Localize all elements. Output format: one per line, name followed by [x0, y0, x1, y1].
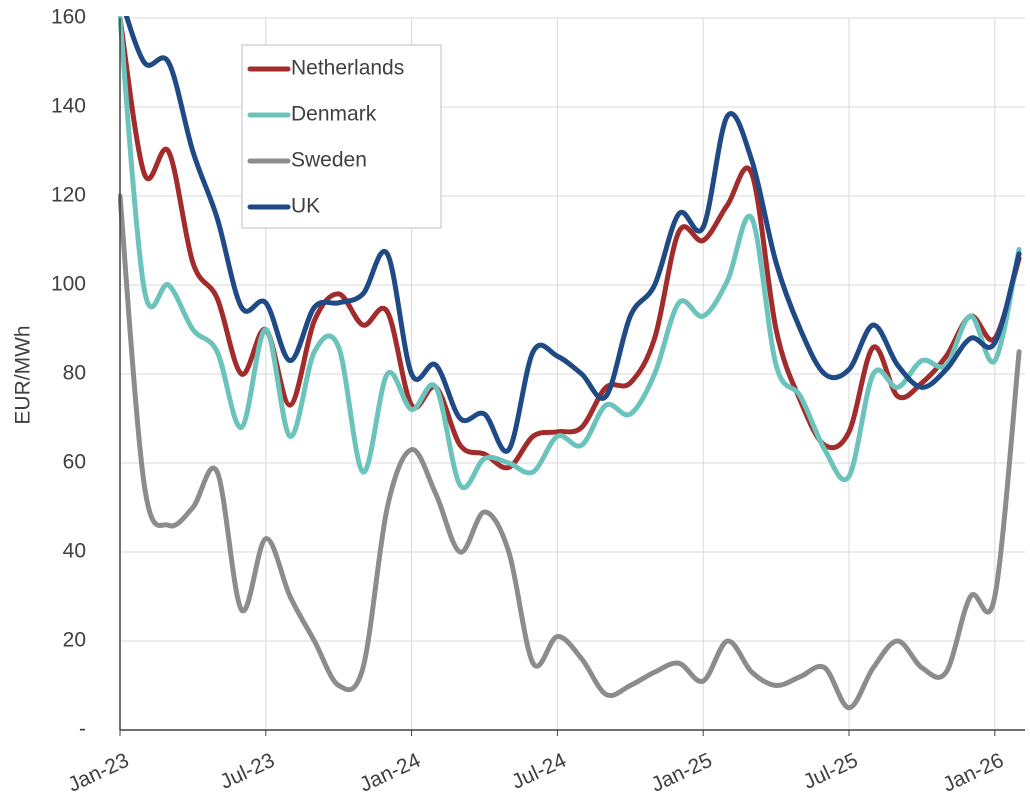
y-tick-label: -	[79, 718, 86, 741]
y-tick-label: 100	[51, 273, 86, 296]
y-tick-label: 80	[63, 362, 86, 385]
legend-label: Sweden	[291, 149, 367, 172]
lines	[118, 16, 1022, 711]
x-tick-label: Jan-23	[65, 749, 133, 797]
series-line	[118, 193, 1022, 711]
legend-label: UK	[291, 195, 320, 218]
series-line	[118, 16, 1022, 491]
x-tick-label: Jan-24	[356, 749, 424, 797]
x-tick-label: Jul-23	[217, 749, 279, 794]
y-tick-label: 120	[51, 184, 86, 207]
y-tick-label: 40	[63, 540, 86, 563]
y-tick-label: 60	[63, 451, 86, 474]
x-tick-label: Jul-24	[508, 749, 570, 794]
series-line	[118, 16, 1022, 471]
x-tick-label: Jul-25	[800, 749, 862, 794]
series-line	[123, 16, 1022, 454]
legend-label: Netherlands	[291, 57, 404, 80]
y-axis-label: EUR/MWh	[12, 325, 35, 424]
x-tick-label: Jan-26	[939, 749, 1007, 797]
y-tick-label: 140	[51, 95, 86, 118]
legend-label: Denmark	[291, 103, 377, 126]
legend-box	[241, 44, 442, 229]
y-tick-label: 20	[63, 629, 86, 652]
x-tick-label: Jan-25	[648, 749, 716, 797]
y-tick-label: 160	[51, 6, 86, 29]
legend: Netherlands Denmark Sweden UK	[241, 44, 442, 229]
